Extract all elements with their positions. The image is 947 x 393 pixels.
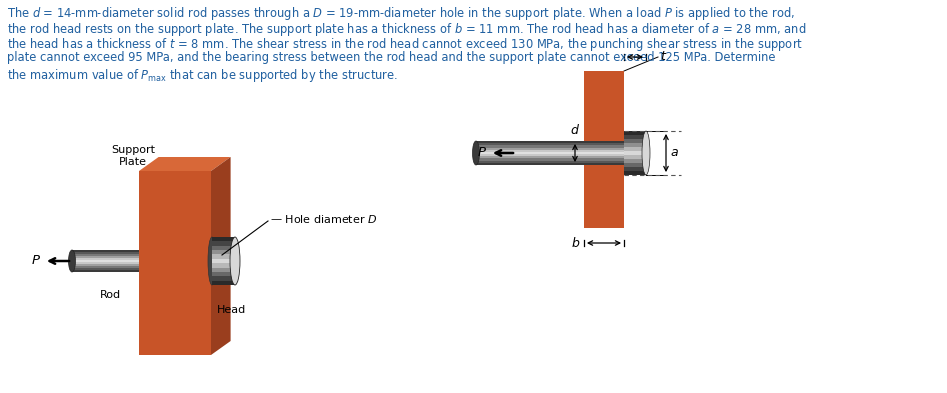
- Text: $P$: $P$: [31, 253, 41, 266]
- Ellipse shape: [642, 131, 650, 175]
- Bar: [212, 255, 231, 258]
- Polygon shape: [139, 171, 211, 355]
- Bar: [476, 152, 584, 154]
- Text: the rod head rests on the support plate. The support plate has a thickness of $b: the rod head rests on the support plate.…: [7, 20, 807, 37]
- Bar: [72, 264, 212, 266]
- Text: — Hole diameter $D$: — Hole diameter $D$: [270, 213, 377, 225]
- Polygon shape: [139, 157, 231, 171]
- Text: $P$: $P$: [477, 145, 487, 158]
- Bar: [72, 253, 212, 256]
- Bar: [584, 71, 624, 228]
- Bar: [624, 147, 646, 151]
- Bar: [476, 160, 584, 163]
- Bar: [212, 250, 231, 252]
- Bar: [212, 270, 231, 272]
- Text: the head has a thickness of $t$ = 8 mm. The shear stress in the rod head cannot : the head has a thickness of $t$ = 8 mm. …: [7, 36, 803, 53]
- Bar: [476, 143, 584, 145]
- Bar: [584, 158, 624, 161]
- Bar: [624, 135, 646, 139]
- Bar: [212, 272, 235, 276]
- Bar: [584, 152, 624, 154]
- Bar: [584, 143, 624, 145]
- Bar: [212, 254, 235, 259]
- Bar: [476, 141, 584, 143]
- Bar: [624, 167, 646, 171]
- Text: The $d$ = 14-mm-diameter solid rod passes through a $D$ = 19-mm-diameter hole in: The $d$ = 14-mm-diameter solid rod passe…: [7, 5, 795, 22]
- Text: Head: Head: [218, 305, 246, 315]
- Bar: [476, 147, 584, 150]
- Polygon shape: [211, 157, 231, 355]
- Bar: [584, 141, 624, 143]
- Bar: [212, 267, 235, 272]
- Bar: [212, 259, 235, 263]
- Text: $t$: $t$: [660, 50, 668, 64]
- Bar: [584, 156, 624, 158]
- Bar: [476, 154, 584, 156]
- Bar: [72, 252, 212, 254]
- Bar: [212, 237, 235, 241]
- Bar: [212, 262, 231, 264]
- Bar: [584, 163, 624, 165]
- Bar: [212, 250, 235, 254]
- Bar: [212, 252, 231, 254]
- Bar: [476, 163, 584, 165]
- Bar: [212, 241, 235, 246]
- Bar: [212, 266, 231, 268]
- Bar: [624, 151, 646, 155]
- Text: plate cannot exceed 95 MPa, and the bearing stress between the rod head and the : plate cannot exceed 95 MPa, and the bear…: [7, 51, 776, 64]
- Text: Support
Plate: Support Plate: [111, 145, 155, 167]
- Ellipse shape: [473, 141, 479, 165]
- Bar: [584, 147, 624, 150]
- Bar: [72, 257, 212, 260]
- Bar: [72, 270, 212, 272]
- Text: $b$: $b$: [571, 236, 580, 250]
- Bar: [624, 131, 646, 135]
- Bar: [72, 262, 212, 264]
- Bar: [624, 139, 646, 143]
- Bar: [476, 156, 584, 158]
- Bar: [584, 160, 624, 163]
- Bar: [624, 171, 646, 175]
- Bar: [72, 266, 212, 268]
- Ellipse shape: [230, 237, 240, 285]
- Bar: [212, 260, 231, 262]
- Bar: [212, 276, 235, 281]
- Bar: [212, 268, 231, 270]
- Ellipse shape: [209, 251, 217, 271]
- Bar: [212, 280, 235, 285]
- Bar: [212, 245, 235, 250]
- Bar: [584, 145, 624, 147]
- Text: $d$: $d$: [570, 123, 580, 137]
- Bar: [584, 154, 624, 156]
- Bar: [212, 264, 231, 266]
- Bar: [624, 159, 646, 163]
- Bar: [624, 143, 646, 147]
- Bar: [624, 163, 646, 167]
- Text: the maximum value of $P_\mathrm{max}$ that can be supported by the structure.: the maximum value of $P_\mathrm{max}$ th…: [7, 67, 398, 84]
- Bar: [212, 253, 231, 256]
- Bar: [624, 155, 646, 159]
- Bar: [584, 149, 624, 152]
- Bar: [476, 149, 584, 152]
- Bar: [476, 145, 584, 147]
- Text: $a$: $a$: [670, 147, 679, 160]
- Bar: [212, 263, 235, 268]
- Bar: [476, 158, 584, 161]
- Text: Rod: Rod: [99, 290, 120, 300]
- Bar: [72, 260, 212, 262]
- Bar: [72, 268, 212, 270]
- Ellipse shape: [208, 237, 216, 285]
- Ellipse shape: [68, 250, 76, 272]
- Bar: [72, 250, 212, 252]
- Bar: [72, 255, 212, 258]
- Bar: [212, 257, 231, 260]
